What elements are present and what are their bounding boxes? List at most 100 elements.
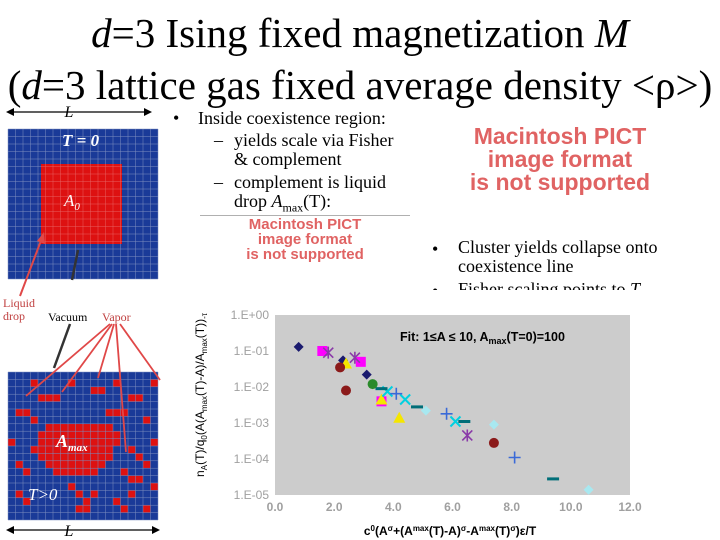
data-point (367, 379, 378, 390)
red-site (45, 446, 53, 454)
red-site (60, 438, 68, 446)
red-site (45, 394, 53, 402)
chart-ylabel: nA(T)/q0(A(Amax(T)-A)/Amax(T))-τ (193, 312, 209, 477)
data-point (458, 420, 471, 424)
lattice-bottom-cluster-label: Amax (55, 431, 88, 454)
red-site (68, 438, 76, 446)
red-site (60, 460, 68, 469)
pict-notice-small-frame (200, 215, 410, 271)
red-site (45, 438, 53, 446)
red-site (98, 446, 106, 454)
data-point (420, 405, 431, 416)
data-point (335, 362, 346, 373)
lattice-top-temp-label: T = 0 (62, 131, 100, 150)
x-tick-label: 2.0 (326, 500, 343, 514)
red-site (23, 409, 31, 417)
vacuum-label: Vacuum (48, 310, 88, 324)
red-site (120, 468, 128, 476)
lattice-bottom-red-sites (8, 379, 158, 513)
x-tick-label: 4.0 (385, 500, 402, 514)
red-site (60, 446, 68, 454)
red-site (90, 386, 98, 395)
red-site (8, 438, 16, 446)
red-site (30, 379, 38, 387)
red-site (53, 460, 61, 469)
red-site (53, 394, 61, 402)
red-site (90, 438, 98, 446)
lattice-bottom-grid (7, 371, 159, 521)
data-point (390, 387, 403, 400)
red-site (143, 416, 151, 424)
red-site (150, 379, 158, 387)
red-site (75, 505, 83, 513)
data-point (361, 369, 372, 380)
red-site (45, 460, 53, 469)
data-point (293, 341, 304, 352)
red-site (83, 438, 91, 446)
fisher-scaling-chart: nA(T)/q0(A(Amax(T)-A)/Amax(T))-τ 1.E+00 1… (190, 290, 720, 540)
red-site (38, 438, 46, 446)
chart-xlabel: c0(Aσ+(Amax(T)-A)σ-Amax(T)σ)ε/T (364, 524, 537, 538)
red-site (135, 475, 143, 483)
data-point (375, 387, 388, 391)
annotation-arrows (19, 232, 161, 453)
red-site (68, 460, 76, 469)
data-point (317, 346, 328, 356)
red-site (38, 431, 46, 439)
red-site (98, 431, 106, 439)
red-site (83, 505, 91, 513)
red-site (15, 409, 23, 417)
red-site (75, 468, 83, 476)
red-site (90, 423, 98, 432)
data-point (461, 429, 473, 442)
red-site (120, 409, 128, 417)
red-site (150, 483, 158, 491)
red-site (113, 409, 121, 417)
vapor-label: Vapor (102, 310, 131, 324)
data-point (355, 356, 366, 367)
red-site (105, 446, 113, 454)
x-tick-label: 10.0 (559, 500, 583, 514)
sub-1-text: yields scale via Fisher & complement (234, 130, 394, 169)
red-site (60, 468, 68, 476)
red-site (90, 468, 98, 476)
red-site (68, 453, 76, 461)
red-site (98, 423, 106, 432)
data-point (322, 346, 334, 359)
red-site (105, 431, 113, 439)
x-tick-label: 12.0 (618, 500, 642, 514)
lattice-size-arrow-bottom (6, 526, 160, 534)
red-site (83, 423, 91, 432)
chart-fit-label: Fit: 1≤A ≤ 10, Amax(T=0)=100 (400, 330, 565, 346)
red-site (120, 505, 128, 513)
red-site (128, 394, 136, 402)
red-site (68, 468, 76, 476)
y-tick-label: 1.E+00 (231, 308, 270, 322)
red-site (113, 431, 121, 439)
red-site (45, 453, 53, 461)
bullet-1-marker: • (173, 108, 180, 128)
red-site (75, 431, 83, 439)
red-site (113, 497, 121, 506)
red-site (135, 453, 143, 461)
red-site (83, 497, 91, 506)
liquid-drop-arrow (19, 237, 43, 297)
red-site (75, 446, 83, 454)
red-site (68, 446, 76, 454)
red-site (113, 379, 121, 387)
data-point (411, 405, 423, 409)
data-point (488, 437, 499, 448)
red-site (53, 438, 61, 446)
title-line-1: d=3 Ising fixed magnetization M (91, 10, 629, 56)
red-site (90, 446, 98, 454)
red-site (75, 423, 83, 432)
red-site (68, 379, 76, 387)
y-tick-label: 1.E-02 (234, 380, 270, 394)
red-site (143, 460, 151, 469)
red-site (15, 490, 23, 498)
pict-notice-small: Macintosh PICT image format is not suppo… (246, 216, 364, 263)
red-site (75, 438, 83, 446)
red-site (45, 431, 53, 439)
red-site (38, 446, 46, 454)
data-point (393, 411, 406, 423)
